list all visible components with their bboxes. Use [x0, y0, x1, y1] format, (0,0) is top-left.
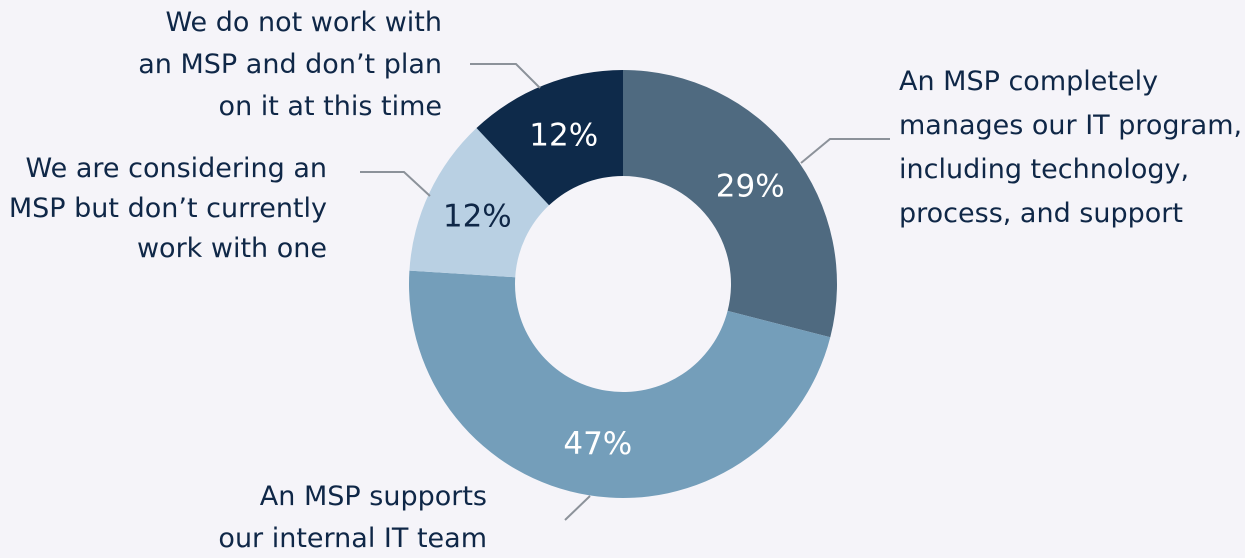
leader-line-3 [360, 171, 431, 197]
donut-slice-2 [408, 270, 831, 498]
category-label-2-line-2: our internal IT team [218, 523, 487, 554]
category-label-1-line-1: An MSP completely [899, 66, 1158, 97]
category-label-3: We are considering an MSP but don’t curre… [9, 153, 327, 264]
data-label-2: 47% [563, 426, 632, 462]
leader-line-2 [564, 495, 591, 521]
data-label-3: 12% [443, 198, 512, 234]
category-label-4-line-3: on it at this time [219, 91, 442, 122]
leader-line-1 [800, 138, 890, 164]
donut-slice-4 [476, 70, 623, 206]
category-label-1: An MSP completely manages our IT program,… [899, 66, 1242, 229]
category-label-3-line-2: MSP but don’t currently [9, 193, 327, 224]
data-label-1: 29% [716, 168, 785, 204]
category-label-4-line-1: We do not work with [165, 7, 442, 38]
category-label-4: We do not work with an MSP and don’t plan… [138, 7, 442, 122]
category-label-2-line-1: An MSP supports [260, 481, 487, 512]
category-label-3-line-1: We are considering an [26, 153, 327, 184]
data-label-4: 12% [529, 117, 598, 153]
category-label-1-line-2: manages our IT program, [899, 110, 1242, 141]
category-label-2: An MSP supports our internal IT team [218, 481, 487, 554]
category-label-4-line-2: an MSP and don’t plan [138, 49, 442, 80]
donut-slice-1 [623, 70, 837, 338]
category-label-1-line-4: process, and support [899, 198, 1183, 229]
donut-slice-3 [409, 128, 550, 278]
category-label-3-line-3: work with one [137, 233, 327, 264]
leader-line-4 [470, 63, 541, 89]
category-label-1-line-3: including technology, [899, 154, 1189, 185]
